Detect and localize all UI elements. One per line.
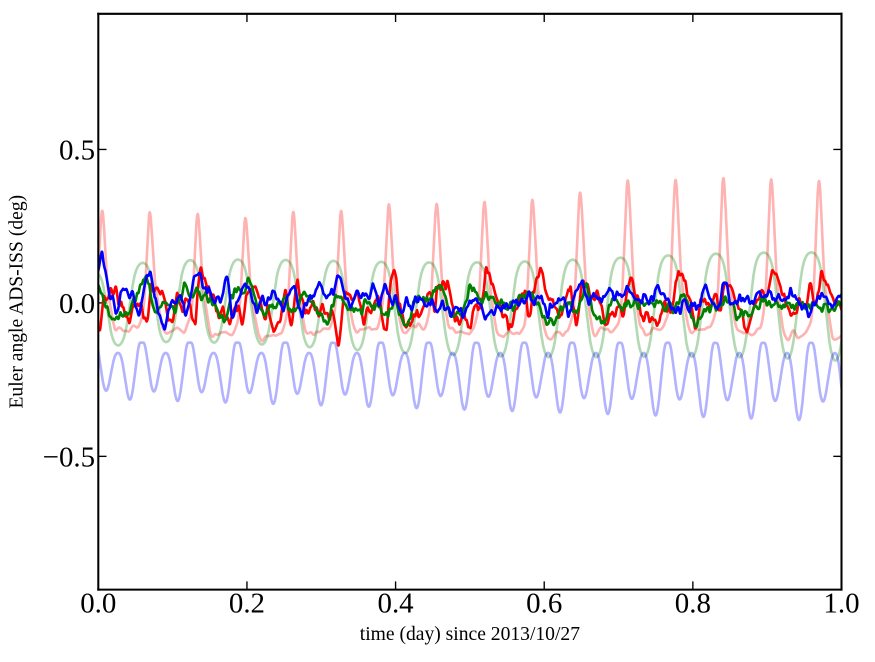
svg-text:Euler angle ADS-ISS (deg): Euler angle ADS-ISS (deg) (6, 195, 27, 409)
svg-text:0.4: 0.4 (378, 587, 414, 619)
svg-text:0.0: 0.0 (80, 587, 116, 619)
svg-text:0.2: 0.2 (229, 587, 265, 619)
svg-text:0.6: 0.6 (526, 587, 562, 619)
svg-text:time (day) since 2013/10/27: time (day) since 2013/10/27 (360, 624, 580, 645)
svg-text:0.0: 0.0 (59, 288, 95, 320)
svg-text:0.5: 0.5 (59, 134, 95, 166)
svg-text:1.0: 1.0 (823, 587, 859, 619)
svg-text:−0.5: −0.5 (43, 441, 95, 473)
svg-text:0.8: 0.8 (675, 587, 711, 619)
